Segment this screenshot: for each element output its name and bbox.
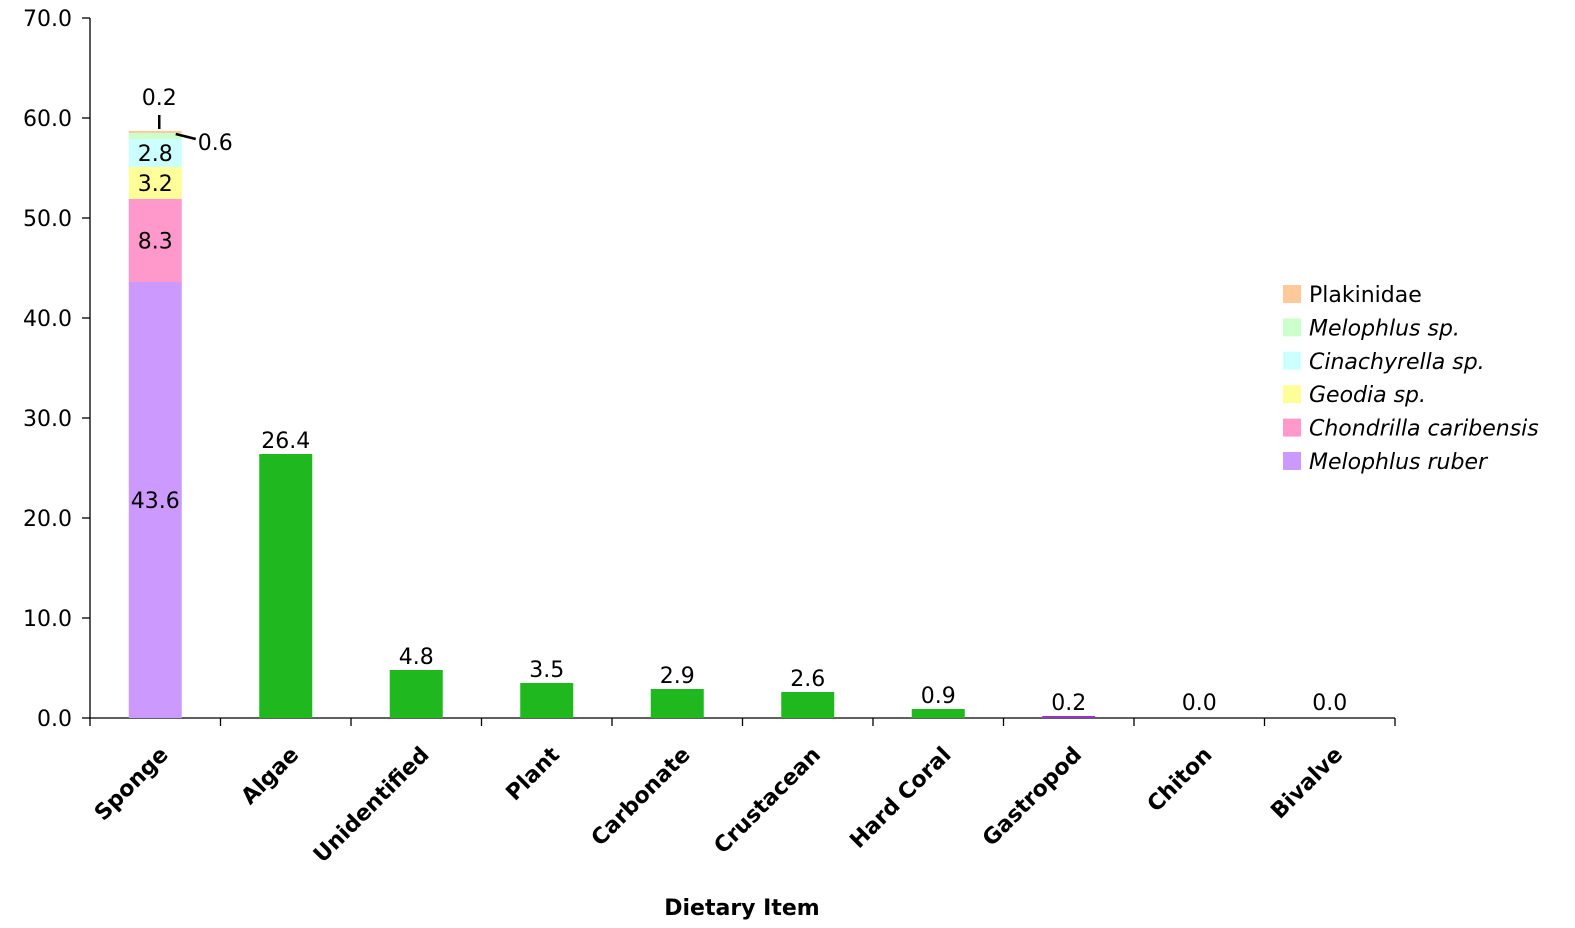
bar-segment-cinachyrella-sp — [128, 139, 182, 167]
legend: Plakinidae Melophlus sp. Cinachyrella sp. G… — [1283, 283, 1539, 475]
bar-segment-geodia-sp — [128, 167, 182, 199]
legend-swatch-melophlus-sp — [1283, 318, 1301, 337]
data-label-crustacean: 2.6 — [790, 667, 825, 692]
y-tick-label: 50.0 — [23, 207, 72, 232]
bar-unidentified — [389, 670, 443, 718]
legend-label-cinachyrella-sp: Cinachyrella sp. — [1309, 350, 1485, 375]
bar-hard-coral — [911, 709, 965, 718]
legend-label-melophlus-ruber: Melophlus ruber — [1309, 450, 1489, 475]
data-labels: 43.6 8.3 3.2 2.8 0.6 0.2 26.4 4.8 3.5 2.9 2.6 0.9 0.… — [131, 86, 1347, 716]
legend-swatch-chondrilla-caribensis — [1283, 418, 1301, 437]
data-label-gastropod: 0.2 — [1051, 691, 1086, 716]
category-label-unidentified: Unidentified — [309, 743, 434, 868]
category-label-chiton: Chiton — [1143, 743, 1218, 818]
y-tick-label: 20.0 — [23, 507, 72, 532]
category-label-algae: Algae — [237, 743, 304, 810]
y-tick-label: 70.0 — [23, 7, 72, 32]
bar-segment-melophlus-ruber — [128, 282, 182, 718]
bar-segment-plakinidae — [128, 131, 182, 133]
data-label-hard-coral: 0.9 — [921, 684, 956, 709]
category-labels: Sponge Algae Unidentified Plant Carbonate Cru… — [90, 742, 1348, 868]
y-tick-label: 60.0 — [23, 107, 72, 132]
x-axis — [89, 717, 1396, 726]
legend-swatch-geodia-sp — [1283, 385, 1301, 404]
bar-plant — [520, 683, 574, 718]
y-axis: 0.0 10.0 20.0 30.0 40.0 50.0 60.0 70.0 — [23, 7, 91, 732]
legend-swatch-plakinidae — [1283, 285, 1301, 303]
legend-label-plakinidae: Plakinidae — [1309, 283, 1422, 308]
data-label-carbonate: 2.9 — [660, 664, 695, 689]
category-label-carbonate: Carbonate — [587, 743, 696, 852]
data-label-cinachyrella-sp: 2.8 — [138, 142, 173, 167]
bar-crustacean — [781, 692, 835, 718]
category-label-plant: Plant — [502, 742, 566, 806]
legend-swatch-cinachyrella-sp — [1283, 351, 1301, 370]
data-label-plant: 3.5 — [529, 658, 564, 683]
bar-segment-melophlus-sp — [128, 133, 182, 139]
data-label-bivalve: 0.0 — [1312, 691, 1347, 716]
data-label-geodia-sp: 3.2 — [138, 172, 173, 197]
bars — [128, 131, 1096, 718]
leader-line — [175, 132, 197, 141]
data-label-chondrilla-caribensis: 8.3 — [138, 230, 173, 255]
x-axis-title: Dietary Item — [664, 896, 819, 921]
legend-label-chondrilla-caribensis: Chondrilla caribensis — [1309, 417, 1539, 442]
category-label-gastropod: Gastropod — [978, 743, 1087, 852]
bar-carbonate — [650, 689, 704, 718]
legend-label-geodia-sp: Geodia sp. — [1309, 383, 1426, 408]
category-label-sponge: Sponge — [90, 743, 173, 826]
bar-gastropod — [1042, 716, 1096, 718]
category-label-bivalve: Bivalve — [1266, 743, 1348, 825]
data-label-melophlus-ruber: 43.6 — [131, 489, 180, 514]
bar-segment-chondrilla-caribensis — [128, 199, 182, 282]
data-label-chiton: 0.0 — [1182, 691, 1217, 716]
bar-algae — [259, 454, 313, 718]
category-label-crustacean: Crustacean — [710, 743, 826, 859]
y-tick-label: 10.0 — [23, 607, 72, 632]
data-label-algae: 26.4 — [261, 429, 310, 454]
data-label-unidentified: 4.8 — [399, 645, 434, 670]
data-label-plakinidae: 0.2 — [142, 86, 177, 111]
legend-swatch-melophlus-ruber — [1283, 452, 1301, 470]
y-tick-label: 40.0 — [23, 307, 72, 332]
y-tick-label: 0.0 — [37, 707, 72, 732]
category-label-hard-coral: Hard Coral — [845, 743, 956, 854]
data-label-melophlus-sp: 0.6 — [198, 131, 233, 156]
y-tick-label: 30.0 — [23, 407, 72, 432]
legend-label-melophlus-sp: Melophlus sp. — [1309, 316, 1460, 341]
